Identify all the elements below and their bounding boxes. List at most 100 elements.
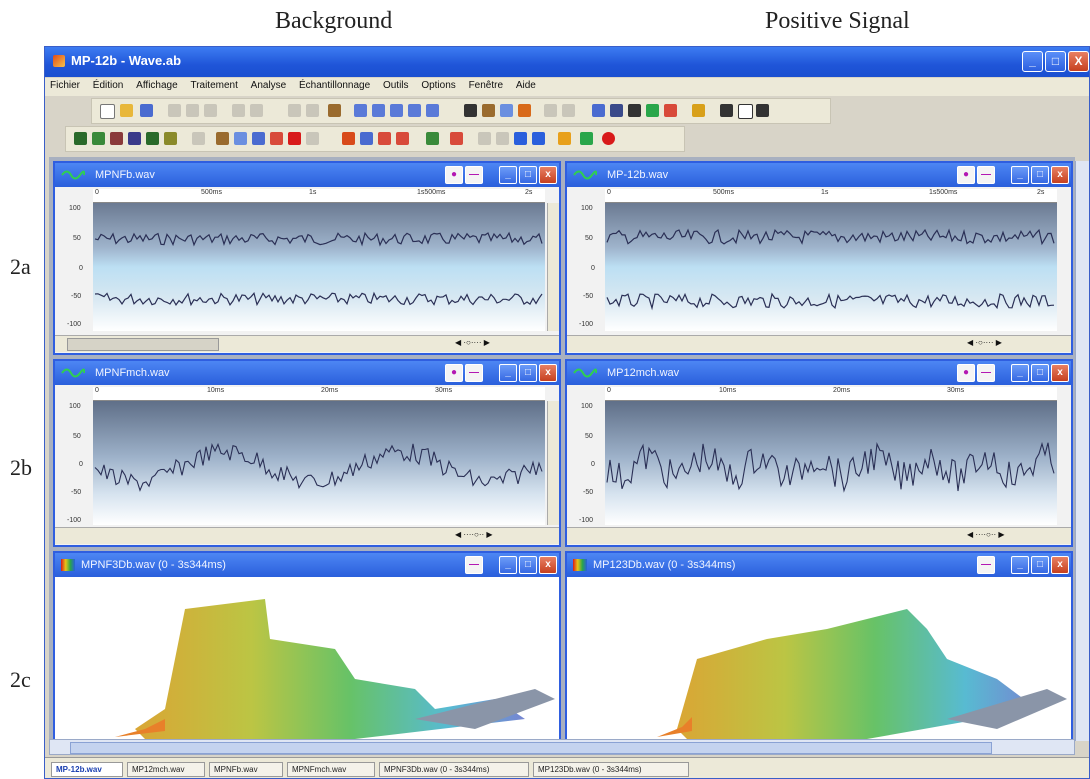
close-child-button[interactable]: x	[1051, 556, 1069, 574]
zoom-slider[interactable]: ◀ ····○·· ▶	[967, 530, 1005, 539]
cut-region-icon[interactable]	[450, 132, 463, 145]
speaker-icon[interactable]	[328, 104, 341, 117]
horizontal-scrollbar[interactable]: ◀ ·○···· ▶	[55, 335, 559, 352]
collapse-button[interactable]: —	[977, 556, 995, 574]
battery-icon[interactable]	[720, 104, 733, 117]
child-window-mpnf3db[interactable]: MPNF3Db.wav (0 - 3s344ms) — _ □ x	[53, 551, 561, 745]
minimize-child-button[interactable]: _	[499, 556, 517, 574]
spectrum-icon-2[interactable]	[92, 132, 105, 145]
waveform-plot[interactable]	[605, 401, 1057, 525]
horizontal-scrollbar[interactable]: ◀ ····○·· ▶	[567, 527, 1071, 544]
tab-mpnf3db[interactable]: MPNF3Db.wav (0 - 3s344ms)	[379, 762, 529, 777]
child-title-bar[interactable]: MPNFb.wav ● — _ □ x	[55, 163, 559, 187]
collapse-button[interactable]: —	[465, 364, 483, 382]
list-icon[interactable]	[664, 104, 677, 117]
tab-mpnfmch[interactable]: MPNFmch.wav	[287, 762, 375, 777]
arrow-right-icon-2[interactable]	[378, 132, 391, 145]
3d-spectrogram[interactable]	[567, 579, 1071, 743]
child-window-mp-12b[interactable]: MP-12b.wav ● — _ □ x 0 500ms 1s 1s500ms …	[565, 161, 1073, 355]
close-child-button[interactable]: x	[1051, 166, 1069, 184]
layout-icon-1[interactable]	[354, 104, 367, 117]
horizontal-scrollbar[interactable]: ◀ ·○···· ▶	[567, 335, 1071, 352]
play-green-icon[interactable]	[646, 104, 659, 117]
monitor-icon[interactable]	[592, 104, 605, 117]
waveform-plot[interactable]	[605, 203, 1057, 331]
curve-icon-1[interactable]	[544, 104, 557, 117]
collapse-button[interactable]: —	[977, 166, 995, 184]
layout-icon-4[interactable]	[408, 104, 421, 117]
maximize-child-button[interactable]: □	[519, 364, 537, 382]
minimize-child-button[interactable]: _	[1011, 364, 1029, 382]
3d-spectrogram[interactable]	[55, 579, 559, 743]
maximize-child-button[interactable]: □	[519, 556, 537, 574]
stop-icon[interactable]	[558, 132, 571, 145]
zoom-slider[interactable]: ◀ ····○·· ▶	[455, 530, 493, 539]
copy-icon[interactable]	[186, 104, 199, 117]
collapse-button[interactable]: —	[465, 556, 483, 574]
zoom-slider[interactable]: ◀ ·○···· ▶	[455, 338, 490, 347]
stop-red-icon[interactable]	[288, 132, 301, 145]
menu-echantillonnage[interactable]: Échantillonnage	[299, 80, 371, 91]
new-file-icon[interactable]	[100, 104, 115, 119]
spectrum-icon-1[interactable]	[74, 132, 87, 145]
child-title-bar[interactable]: MP12mch.wav ● — _ □ x	[567, 361, 1071, 385]
camera-icon[interactable]	[628, 104, 641, 117]
gear-icon[interactable]	[426, 132, 439, 145]
tab-mpnfb[interactable]: MPNFb.wav	[209, 762, 283, 777]
child-title-bar[interactable]: MP123Db.wav (0 - 3s344ms) — _ □ x	[567, 553, 1071, 577]
curve-icon-2[interactable]	[562, 104, 575, 117]
workspace-vertical-scrollbar[interactable]	[1075, 161, 1089, 741]
close-child-button[interactable]: x	[539, 556, 557, 574]
tab-mp123db[interactable]: MP123Db.wav (0 - 3s344ms)	[533, 762, 689, 777]
vertical-zoom-slider[interactable]	[547, 203, 559, 331]
spectrum-icon-5[interactable]	[146, 132, 159, 145]
skip-start-disabled-icon[interactable]	[478, 132, 491, 145]
text-cursor-icon[interactable]	[464, 104, 477, 117]
arrow-right-icon-1[interactable]	[360, 132, 373, 145]
workspace-scroll-thumb[interactable]	[70, 742, 992, 754]
play-icon[interactable]	[580, 132, 593, 145]
search-icon[interactable]	[234, 132, 247, 145]
speaker-2-icon[interactable]	[216, 132, 229, 145]
menu-affichage[interactable]: Affichage	[136, 80, 178, 91]
minimize-child-button[interactable]: _	[1011, 166, 1029, 184]
waveform-plot[interactable]	[93, 203, 545, 331]
paste-icon[interactable]	[204, 104, 217, 117]
menu-outils[interactable]: Outils	[382, 80, 409, 91]
close-child-button[interactable]: x	[539, 364, 557, 382]
volume-icon[interactable]	[482, 104, 495, 117]
menu-edition[interactable]: Édition	[92, 80, 124, 91]
spectrum-icon-3[interactable]	[110, 132, 123, 145]
minimize-child-button[interactable]: _	[1011, 556, 1029, 574]
collapse-button[interactable]: —	[977, 364, 995, 382]
globe-icon[interactable]	[610, 104, 623, 117]
brush-icon[interactable]	[518, 104, 531, 117]
main-title-bar[interactable]: MP-12b - Wave.ab _ □ X	[45, 47, 1089, 77]
tab-mp12mch[interactable]: MP12mch.wav	[127, 762, 205, 777]
child-title-bar[interactable]: MPNF3Db.wav (0 - 3s344ms) — _ □ x	[55, 553, 559, 577]
maximize-button[interactable]: □	[1045, 51, 1066, 72]
zoom-slider[interactable]: ◀ ·○···· ▶	[967, 338, 1002, 347]
maximize-child-button[interactable]: □	[1031, 166, 1049, 184]
pause-icon[interactable]	[252, 132, 265, 145]
spectrum-icon-4[interactable]	[128, 132, 141, 145]
save-icon[interactable]	[140, 104, 153, 117]
layout-icon-5[interactable]	[426, 104, 439, 117]
rewind-disabled-icon[interactable]	[496, 132, 509, 145]
record-marker-button[interactable]: ●	[957, 166, 975, 184]
magnify-disabled-icon[interactable]	[192, 132, 205, 145]
vertical-zoom-slider[interactable]	[547, 401, 559, 525]
menu-fenetre[interactable]: Fenêtre	[468, 80, 504, 91]
pencil-icon[interactable]	[306, 104, 319, 117]
menu-aide[interactable]: Aide	[515, 80, 536, 91]
minimize-child-button[interactable]: _	[499, 166, 517, 184]
minimize-child-button[interactable]: _	[499, 364, 517, 382]
record-marker-button[interactable]: ●	[445, 166, 463, 184]
spectrum-icon-6[interactable]	[164, 132, 177, 145]
close-child-button[interactable]: x	[539, 166, 557, 184]
menu-options[interactable]: Options	[421, 80, 456, 91]
child-window-mp12mch[interactable]: MP12mch.wav ● — _ □ x 0 10ms 20ms 30ms 1…	[565, 359, 1073, 547]
workspace-horizontal-scrollbar[interactable]	[49, 739, 1075, 755]
minimize-button[interactable]: _	[1022, 51, 1043, 72]
horizontal-scrollbar[interactable]: ◀ ····○·· ▶	[55, 527, 559, 544]
